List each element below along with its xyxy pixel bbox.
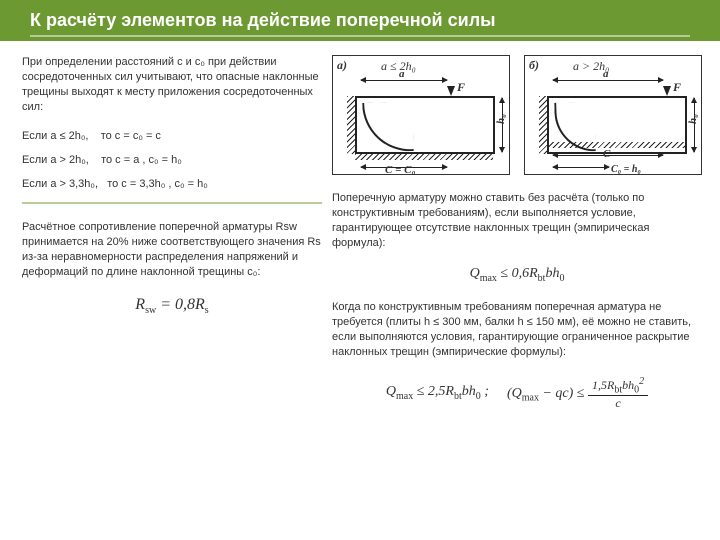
dim-a-b (553, 80, 663, 81)
h0-label-b: h₀ (687, 114, 699, 124)
c-label-b: C (603, 148, 610, 160)
content-grid: При определении расстояний c и c₀ при де… (0, 41, 720, 435)
intro-text: При определении расстояний c и c₀ при де… (22, 55, 322, 114)
cond2-lhs: Если a > 2h₀, (22, 154, 89, 166)
formula-qmax-2a: Qmax ≤ 2,5Rbtbh0 ; (386, 384, 489, 402)
force-label-b: F (673, 80, 681, 95)
diag-b-label: б) (529, 58, 539, 73)
condition-2: Если a > 2h₀, то c = a , c₀ = h₀ (22, 154, 322, 166)
condition-1: Если a ≤ 2h₀, то c = c₀ = c (22, 130, 322, 142)
cond3-rhs: то c = 3,3h₀ , c₀ = h₀ (107, 178, 208, 190)
title-bar: К расчёту элементов на действие поперечн… (0, 0, 720, 41)
cond3-lhs: Если a > 3,3h₀, (22, 178, 98, 190)
support-left-a (347, 96, 355, 154)
force-label-a: F (457, 80, 465, 95)
support-left-b (539, 96, 547, 154)
divider (22, 202, 322, 204)
page-title: К расчёту элементов на действие поперечн… (30, 10, 690, 31)
c-c0-label: C = C₀ (385, 164, 415, 176)
right-para-2: Когда по конструктивным требованиям попе… (332, 300, 702, 359)
left-column: При определении расстояний c и c₀ при де… (22, 55, 322, 421)
diag-a-label: а) (337, 58, 347, 73)
right-para-1: Поперечную арматуру можно ставить без ра… (332, 191, 702, 250)
vdim-h0-b (694, 98, 695, 152)
ground-b (547, 142, 685, 148)
cond1-lhs: Если a ≤ 2h₀, (22, 130, 88, 142)
formula-rsw: Rsw = 0,8Rs (22, 296, 322, 316)
resistance-paragraph: Расчётное сопротивление поперечной армат… (22, 220, 322, 279)
dim-a-label: a (399, 68, 405, 80)
force-arrow-a (447, 86, 455, 96)
dim-c0-b (553, 167, 609, 168)
c0-h0-label: C₀ = h₀ (611, 164, 641, 175)
force-arrow-b (663, 86, 671, 96)
cond1-rhs: то c = c₀ = c (101, 130, 161, 142)
formula-row: Qmax ≤ 2,5Rbtbh0 ; (Qmax − qc) ≤ 1,5Rbtb… (332, 376, 702, 411)
dim-a (361, 80, 447, 81)
dim-a-label-b: a (603, 68, 609, 80)
formula-qmax-2b: (Qmax − qc) ≤ 1,5Rbtbh02 c (507, 376, 648, 411)
vdim-h0-a (502, 98, 503, 152)
cond2-rhs: то c = a , c₀ = h₀ (101, 154, 182, 166)
right-column: а) a ≤ 2h₀ a F h₀ C = C₀ б) a > 2h₀ (332, 55, 702, 421)
diagram-a: а) a ≤ 2h₀ a F h₀ C = C₀ (332, 55, 510, 175)
diagram-b: б) a > 2h₀ a F h₀ C C₀ = h₀ (524, 55, 702, 175)
diagrams: а) a ≤ 2h₀ a F h₀ C = C₀ б) a > 2h₀ (332, 55, 702, 175)
h0-label-a: h₀ (495, 114, 507, 124)
condition-3: Если a > 3,3h₀, то c = 3,3h₀ , c₀ = h₀ (22, 178, 322, 190)
ground-a (355, 154, 493, 160)
formula-qmax-1: Qmax ≤ 0,6Rbtbh0 (332, 266, 702, 284)
